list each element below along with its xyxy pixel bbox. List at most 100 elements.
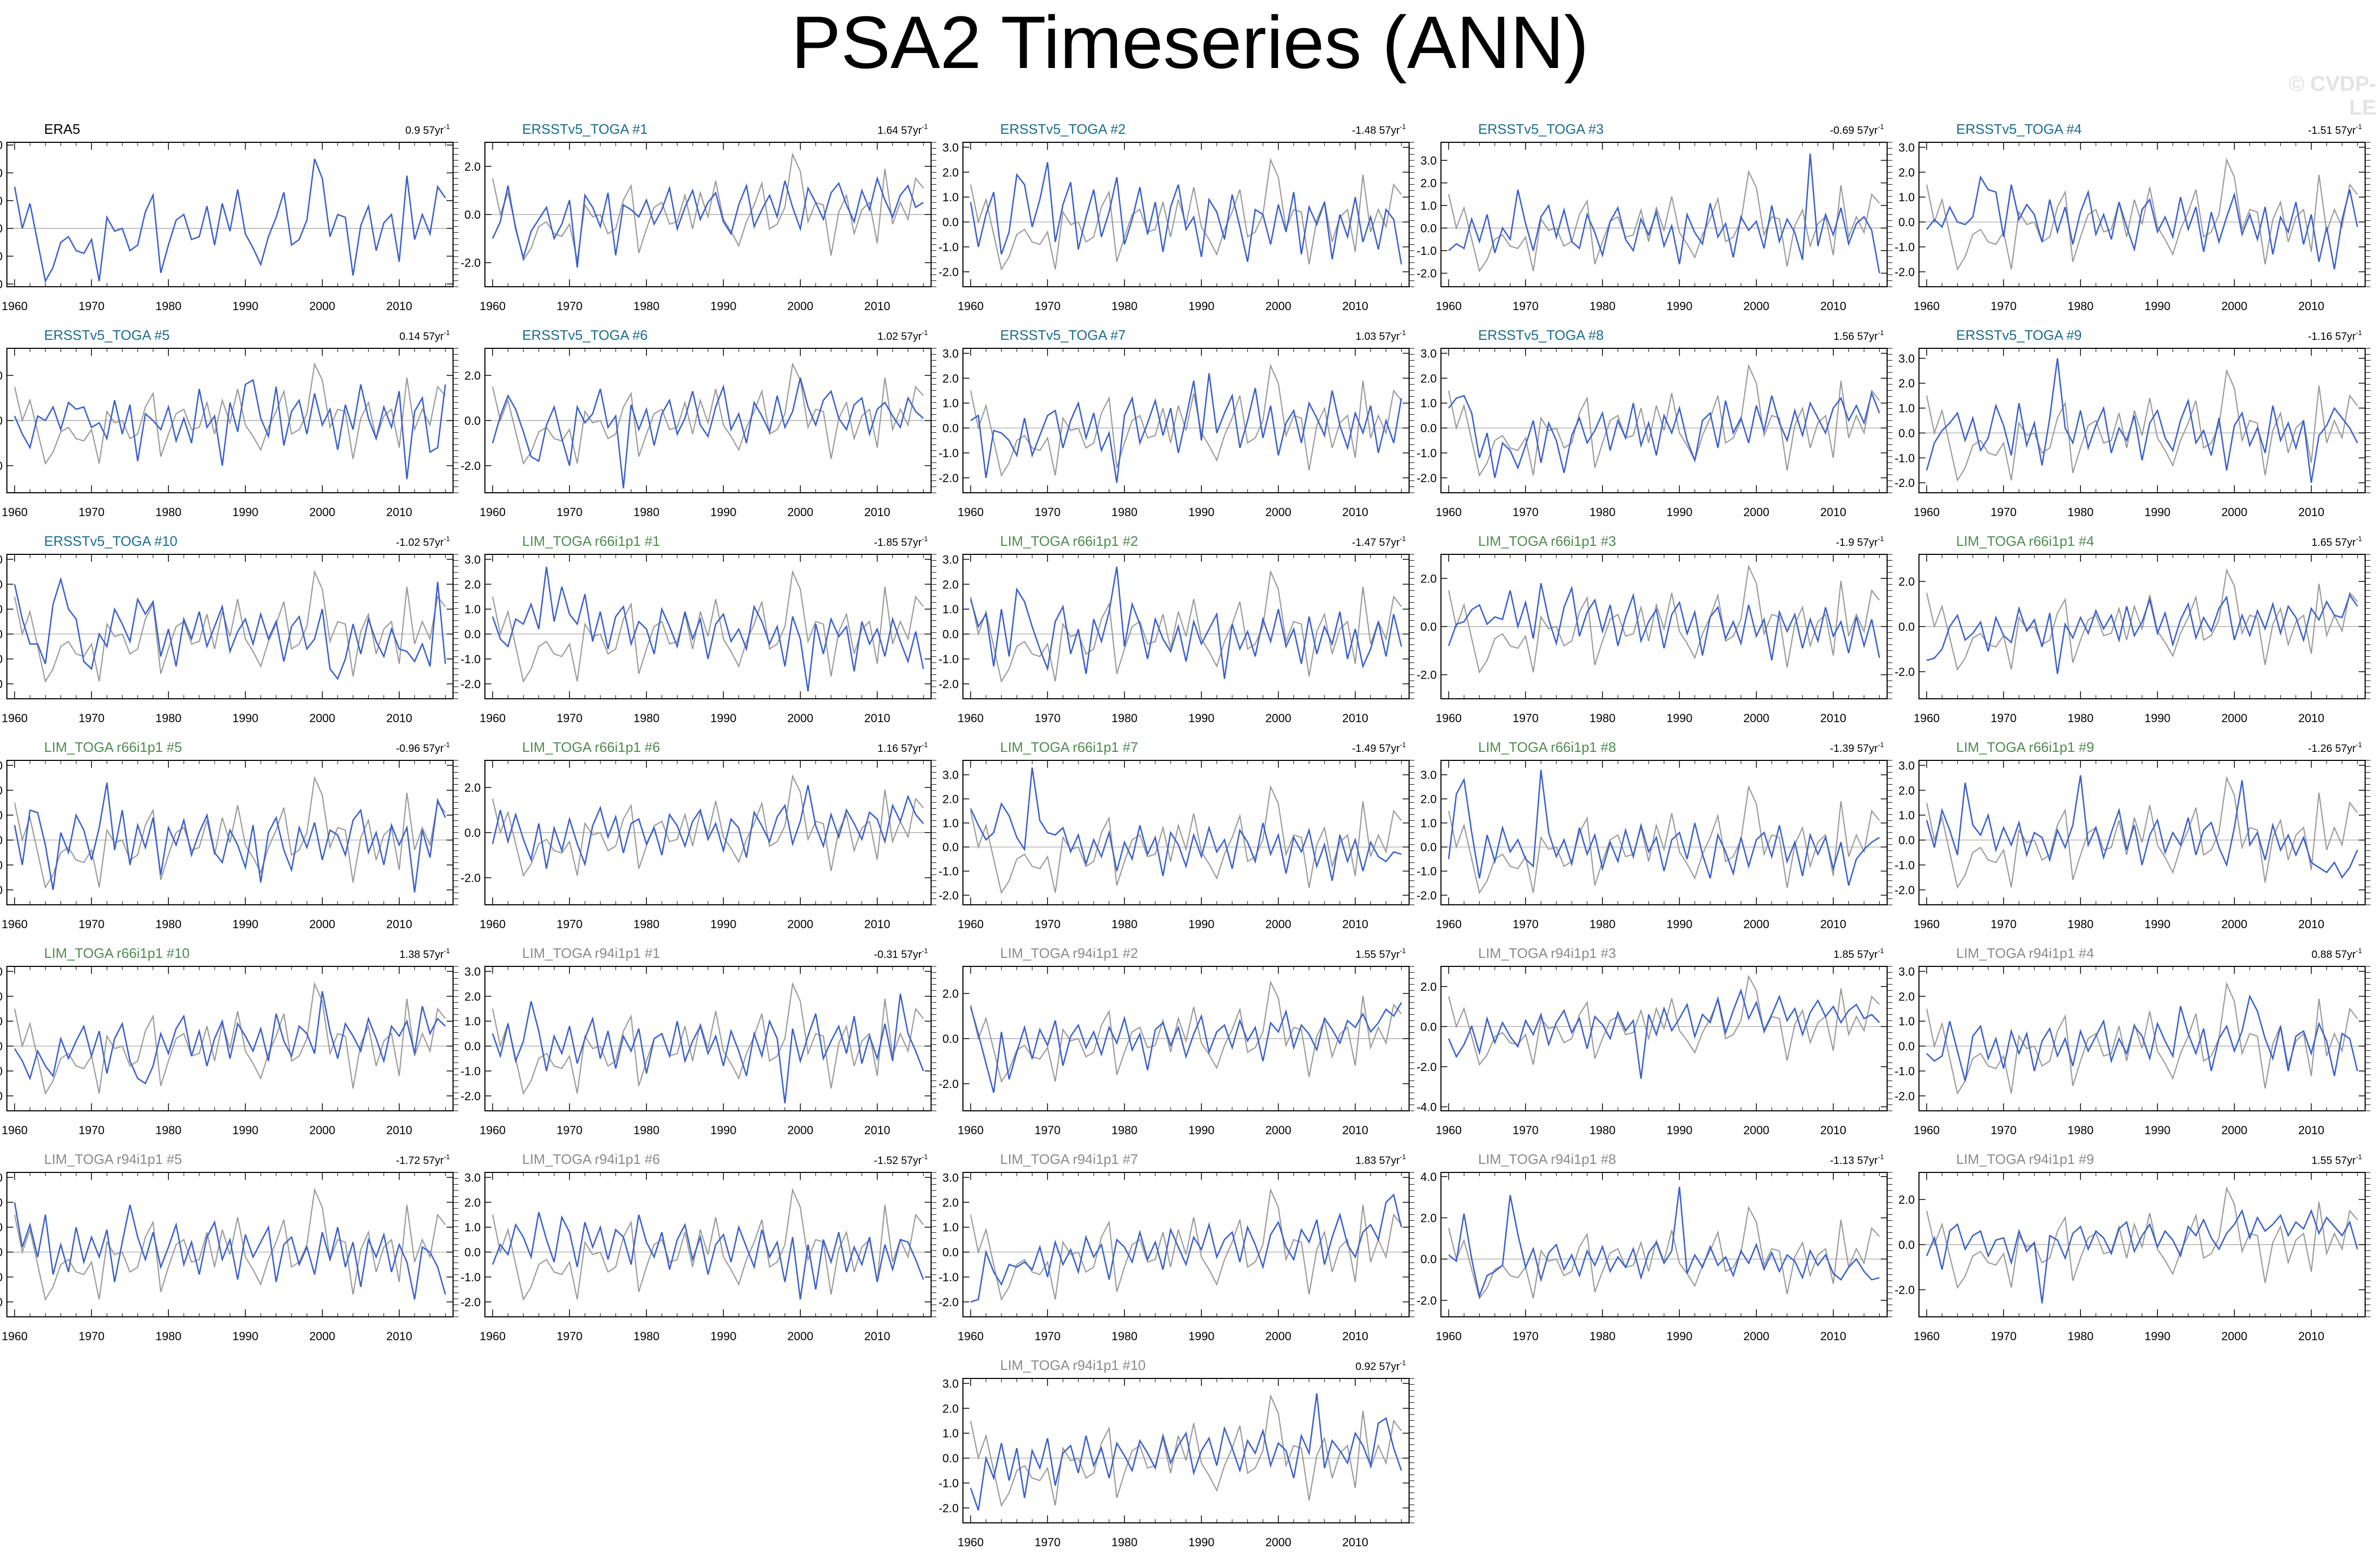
y-tick-label: 0.0 (1420, 1253, 1437, 1266)
y-tick-label: 2.0 (942, 1196, 959, 1209)
y-tick-label: -1.0 (0, 1065, 3, 1078)
x-tick-label: 1970 (1513, 918, 1539, 931)
x-tick-label: 2010 (1820, 1124, 1846, 1137)
y-tick-label: 1.0 (942, 1221, 959, 1234)
x-tick-label: 2010 (386, 1330, 412, 1343)
x-tick-label: 1990 (710, 1124, 736, 1137)
y-tick-label: -2.0 (1417, 1060, 1437, 1074)
panel-trend: 1.65 57yr-1 (2311, 535, 2362, 549)
panel-title: ERSSTv5_TOGA #6 (522, 327, 648, 343)
y-tick-label: -1.0 (939, 865, 959, 878)
y-tick-label: 1.0 (942, 191, 959, 204)
series-line (492, 993, 924, 1104)
panel-title: LIM_TOGA r66i1p1 #2 (1000, 533, 1138, 549)
plot-frame (1918, 348, 2366, 493)
x-tick-label: 2000 (309, 505, 335, 519)
x-tick-label: 1980 (2068, 299, 2094, 313)
y-tick-label: -2.0 (460, 1296, 481, 1309)
y-tick-label: -1.0 (1417, 447, 1437, 460)
x-tick-label: 1960 (1436, 1124, 1462, 1137)
y-tick-label: 1.0 (0, 603, 3, 616)
observed-series-line (970, 1393, 1402, 1507)
y-tick-label: 0.0 (0, 1040, 3, 1053)
y-tick-label: 2.0 (1898, 784, 1915, 797)
x-tick-label: 1990 (2144, 299, 2170, 313)
series-line (1448, 391, 1880, 478)
y-tick-label: 1.0 (1898, 402, 1915, 415)
x-tick-label: 1980 (2068, 918, 2094, 931)
panel-trend: -1.72 57yr-1 (396, 1153, 450, 1167)
panel-trend: 0.88 57yr-1 (2311, 947, 2362, 961)
y-tick-label: 3.0 (1898, 141, 1915, 154)
observed-series-line (1926, 981, 2358, 1095)
series-line (492, 377, 924, 489)
x-tick-label: 1980 (634, 505, 660, 519)
y-tick-label: 3.0 (464, 1171, 481, 1184)
y-tick-label: 3.0 (942, 768, 959, 782)
panel-title: LIM_TOGA r66i1p1 #4 (1956, 533, 2094, 549)
x-tick-label: 2010 (1820, 918, 1846, 931)
y-tick-label: 2.0 (0, 369, 3, 382)
y-tick-label: 0.0 (1898, 1238, 1915, 1252)
x-tick-label: 1990 (710, 1330, 736, 1343)
x-tick-label: 1970 (1035, 1330, 1061, 1343)
panel-title: LIM_TOGA r94i1p1 #4 (1956, 945, 2094, 961)
observed-series-line (14, 362, 446, 465)
y-tick-label: 0.0 (1898, 216, 1915, 229)
x-tick-label: 1990 (2144, 918, 2170, 931)
panel-title: LIM_TOGA r94i1p1 #3 (1478, 945, 1616, 961)
x-tick-label: 1970 (1991, 712, 2017, 725)
y-tick-label: 3.0 (942, 141, 959, 154)
x-tick-label: 2000 (2221, 1330, 2247, 1343)
panel-title: LIM_TOGA r94i1p1 #2 (1000, 945, 1138, 961)
x-tick-label: 1960 (1914, 299, 1940, 313)
y-tick-label: 0.0 (1420, 841, 1437, 854)
x-tick-label: 1960 (1914, 712, 1940, 725)
panel-title: ERSSTv5_TOGA #7 (1000, 327, 1126, 343)
y-tick-label: 0.0 (464, 208, 481, 221)
x-tick-label: 2000 (1265, 1330, 1291, 1343)
x-tick-label: 1990 (1188, 712, 1214, 725)
x-tick-label: 2010 (864, 712, 890, 725)
x-tick-label: 1990 (1188, 505, 1214, 519)
series-line (1926, 775, 2358, 879)
y-tick-label: 2.0 (942, 578, 959, 591)
y-tick-label: 0.0 (942, 1032, 959, 1046)
y-tick-label: 2.0 (0, 784, 3, 797)
panel-11: ERSSTv5_TOGA #10 -1.02 57yr-1 3.0 2.0 1.0 0.0… (0, 533, 458, 725)
panel-title: ERSSTv5_TOGA #4 (1956, 121, 2082, 137)
y-tick-label: 2.0 (1420, 572, 1437, 585)
x-tick-label: 2010 (864, 1124, 890, 1137)
observed-series-line (970, 569, 1402, 683)
series-line (14, 1202, 446, 1300)
x-tick-label: 2010 (386, 1124, 412, 1137)
panel-trend: 1.56 57yr-1 (1833, 329, 1884, 342)
panel-title: LIM_TOGA r66i1p1 #10 (44, 945, 190, 961)
y-tick-label: 2.0 (1898, 575, 1915, 588)
y-tick-label: 0.0 (942, 1452, 959, 1465)
x-tick-label: 1990 (1666, 1124, 1692, 1137)
series-line (970, 1393, 1402, 1511)
x-tick-label: 1990 (2144, 1124, 2170, 1137)
panel-title: ERSSTv5_TOGA #8 (1478, 327, 1604, 343)
observed-series-line (14, 569, 446, 683)
x-tick-label: 2010 (1342, 505, 1368, 519)
x-tick-label: 2000 (1265, 1124, 1291, 1137)
y-tick-label: 0.0 (942, 216, 959, 229)
x-tick-label: 1960 (1436, 299, 1462, 313)
x-tick-label: 2010 (386, 918, 412, 931)
x-tick-label: 1990 (1188, 1536, 1214, 1549)
x-tick-label: 2010 (864, 299, 890, 313)
x-tick-label: 1970 (79, 1330, 105, 1343)
y-tick-label: 3.0 (1420, 768, 1437, 782)
panel-trend: -1.39 57yr-1 (1830, 741, 1884, 755)
x-tick-label: 1970 (557, 505, 583, 519)
y-tick-label: 0.0 (942, 841, 959, 854)
y-tick-label: 1.0 (464, 1221, 481, 1234)
x-tick-label: 2000 (2221, 299, 2247, 313)
y-tick-label: 3.0 (0, 759, 3, 772)
x-tick-label: 2000 (1265, 505, 1291, 519)
y-tick-label: -4.0 (1417, 1100, 1437, 1113)
x-tick-label: 1980 (156, 712, 182, 725)
panel-trend: 1.55 57yr-1 (1355, 947, 1406, 961)
